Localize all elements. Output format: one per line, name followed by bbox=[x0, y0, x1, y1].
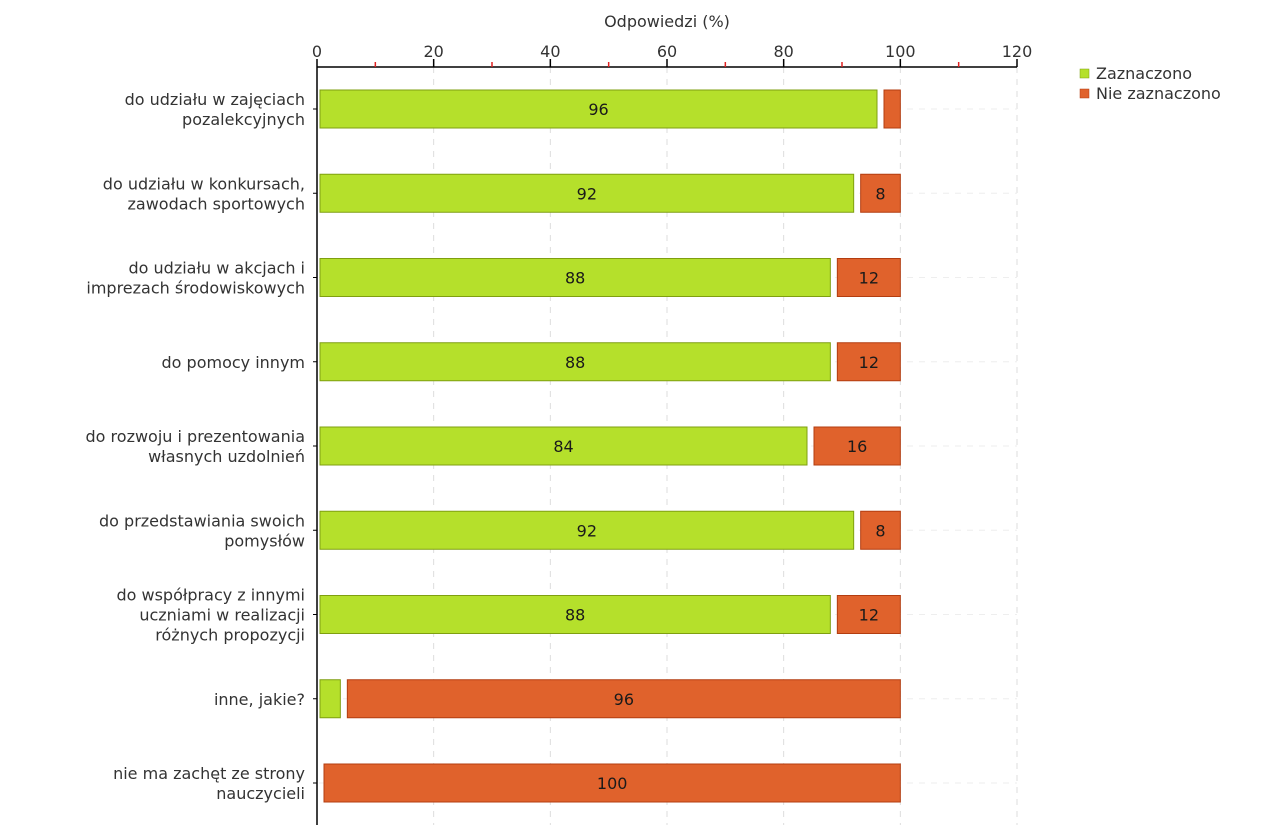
category-label-line: imprezach środowiskowych bbox=[86, 279, 305, 298]
bar-zaznaczono bbox=[319, 89, 878, 129]
category-label-line: nie ma zachęt ze strony bbox=[113, 764, 305, 783]
legend-swatch bbox=[1079, 88, 1090, 99]
data-label: 12 bbox=[859, 353, 879, 372]
tick-label: 120 bbox=[1002, 42, 1033, 61]
tick-label: 0 bbox=[312, 42, 322, 61]
bar-nie-zaznaczono bbox=[883, 89, 901, 129]
bar-zaznaczono bbox=[319, 342, 831, 382]
x-axis-title: Odpowiedzi (%) bbox=[604, 12, 730, 31]
category-label-line: pomysłów bbox=[224, 531, 305, 550]
data-label: 12 bbox=[859, 269, 879, 288]
tick-label: 20 bbox=[423, 42, 443, 61]
category-label-line: do rozwoju i prezentowania bbox=[86, 427, 305, 446]
tick-label: 60 bbox=[657, 42, 677, 61]
category-label: inne, jakie? bbox=[214, 690, 305, 709]
bar-nie-zaznaczono bbox=[836, 342, 901, 382]
data-label: 16 bbox=[847, 437, 867, 456]
data-label: 92 bbox=[577, 184, 597, 203]
data-label: 100 bbox=[597, 774, 628, 793]
legend-swatch bbox=[1079, 68, 1090, 79]
category-label-line: do udziału w zajęciach bbox=[125, 90, 305, 109]
data-label: 96 bbox=[588, 100, 608, 119]
category-label-line: nauczycieli bbox=[216, 784, 305, 803]
bar-nie-zaznaczono bbox=[813, 426, 901, 466]
bar-zaznaczono bbox=[319, 173, 855, 213]
category-label-line: uczniami w realizacji bbox=[139, 606, 305, 625]
bar-nie-zaznaczono bbox=[323, 763, 901, 803]
bar-nie-zaznaczono bbox=[836, 258, 901, 297]
data-label: 88 bbox=[565, 269, 585, 288]
data-label: 88 bbox=[565, 606, 585, 625]
bar-zaznaczono bbox=[319, 426, 808, 466]
category-label-line: do udziału w konkursach, bbox=[103, 174, 305, 193]
category-label-line: różnych propozycji bbox=[155, 626, 305, 645]
data-label: 92 bbox=[577, 521, 597, 540]
data-label: 84 bbox=[553, 437, 573, 456]
tick-label: 100 bbox=[885, 42, 916, 61]
bar-zaznaczono bbox=[319, 510, 855, 550]
bar-nie-zaznaczono bbox=[860, 510, 901, 550]
tick-label: 40 bbox=[540, 42, 560, 61]
bar-nie-zaznaczono bbox=[346, 679, 901, 719]
category-label-line: do pomocy innym bbox=[162, 353, 305, 372]
data-label: 12 bbox=[859, 606, 879, 625]
bar-zaznaczono bbox=[319, 595, 831, 634]
category-label-line: do współpracy z innymi bbox=[116, 586, 305, 605]
legend-label: Zaznaczono bbox=[1096, 64, 1192, 83]
bar-nie-zaznaczono bbox=[860, 173, 901, 213]
category-label-line: własnych uzdolnień bbox=[148, 447, 305, 466]
data-label: 8 bbox=[875, 184, 885, 203]
category-label: do pomocy innym bbox=[162, 353, 305, 372]
category-label-line: pozalekcyjnych bbox=[182, 110, 305, 129]
category-label: do udziału w konkursach,zawodach sportow… bbox=[103, 174, 305, 213]
bar-zaznaczono bbox=[319, 258, 831, 297]
category-label-line: do przedstawiania swoich bbox=[99, 511, 305, 530]
data-label: 96 bbox=[614, 690, 634, 709]
category-label-line: do udziału w akcjach i bbox=[128, 259, 305, 278]
category-label-line: inne, jakie? bbox=[214, 690, 305, 709]
legend-label: Nie zaznaczono bbox=[1096, 84, 1221, 103]
data-label: 8 bbox=[875, 521, 885, 540]
x-axis: 0 20 40 60 80 100 120 Odpowiedzi (%) bbox=[312, 12, 1032, 825]
bar-zaznaczono bbox=[319, 679, 341, 719]
data-label: 88 bbox=[565, 353, 585, 372]
tick-label: 80 bbox=[773, 42, 793, 61]
bar-nie-zaznaczono bbox=[836, 595, 901, 634]
category-label-line: zawodach sportowych bbox=[128, 194, 305, 213]
